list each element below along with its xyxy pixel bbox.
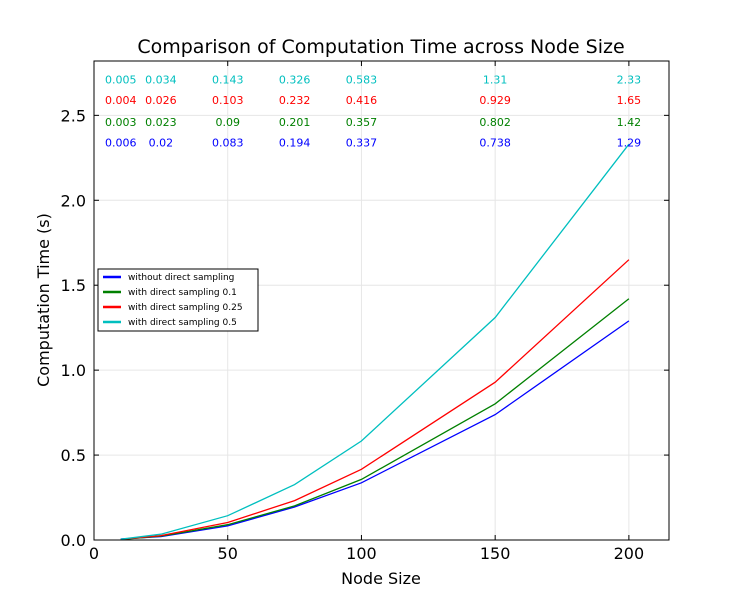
data-label: 0.026 (145, 94, 177, 107)
x-tick-label: 0 (89, 544, 99, 563)
x-axis-label: Node Size (341, 569, 421, 588)
y-tick-label: 2.0 (61, 191, 86, 210)
data-label: 0.023 (145, 116, 177, 129)
legend-entry-label: without direct sampling (128, 273, 234, 283)
data-label: 1.42 (617, 116, 642, 129)
data-label: 0.337 (346, 137, 378, 150)
data-label: 0.103 (212, 94, 244, 107)
y-tick-label: 0.5 (61, 446, 86, 465)
data-labels: 0.005 0.034 0.143 0.326 0.583 1.31 2.33 0.004 0.… (105, 74, 641, 150)
series-line (120, 143, 630, 540)
legend-entry-label: with direct sampling 0.1 (128, 288, 237, 298)
data-label: 0.583 (346, 74, 378, 87)
data-label: 0.232 (279, 94, 311, 107)
y-tick-label: 0.0 (61, 531, 86, 550)
axis-ticks: 0 50 100 150 200 0.0 0.5 1.0 1.5 2.0 2.5 (61, 61, 669, 563)
data-label: 0.201 (279, 116, 311, 129)
legend-entry-label: with direct sampling 0.25 (128, 303, 243, 313)
data-label: 0.02 (149, 137, 174, 150)
y-tick-label: 1.5 (61, 276, 86, 295)
data-label: 0.143 (212, 74, 244, 87)
plot-frame (93, 60, 670, 541)
data-label: 0.416 (346, 94, 378, 107)
data-label: 1.31 (483, 74, 508, 87)
data-label: 0.802 (479, 116, 511, 129)
data-label: 0.004 (105, 94, 137, 107)
data-label: 0.194 (279, 137, 311, 150)
data-label: 0.005 (105, 74, 137, 87)
x-tick-label: 150 (480, 544, 511, 563)
data-label: 1.65 (617, 94, 642, 107)
y-tick-label: 2.5 (61, 106, 86, 125)
data-label: 0.006 (105, 137, 137, 150)
series-line (120, 259, 630, 540)
series-lines (120, 143, 630, 541)
data-label: 0.738 (479, 137, 511, 150)
chart-title: Comparison of Computation Time across No… (137, 36, 624, 58)
data-label: 0.083 (212, 137, 244, 150)
data-label: 1.29 (617, 137, 642, 150)
x-tick-label: 200 (614, 544, 645, 563)
y-tick-label: 1.0 (61, 361, 86, 380)
legend: without direct sampling with direct sampl… (97, 268, 259, 332)
x-tick-label: 50 (218, 544, 238, 563)
data-label: 0.09 (215, 116, 240, 129)
data-label: 2.33 (617, 74, 642, 87)
data-label: 0.357 (346, 116, 378, 129)
y-axis-label: Computation Time (s) (34, 213, 53, 387)
data-label: 0.034 (145, 74, 177, 87)
data-label: 0.326 (279, 74, 311, 87)
legend-box (97, 268, 259, 332)
legend-entry-label: with direct sampling 0.5 (128, 318, 237, 328)
data-label: 0.929 (479, 94, 511, 107)
x-tick-label: 100 (346, 544, 377, 563)
data-label: 0.003 (105, 116, 137, 129)
